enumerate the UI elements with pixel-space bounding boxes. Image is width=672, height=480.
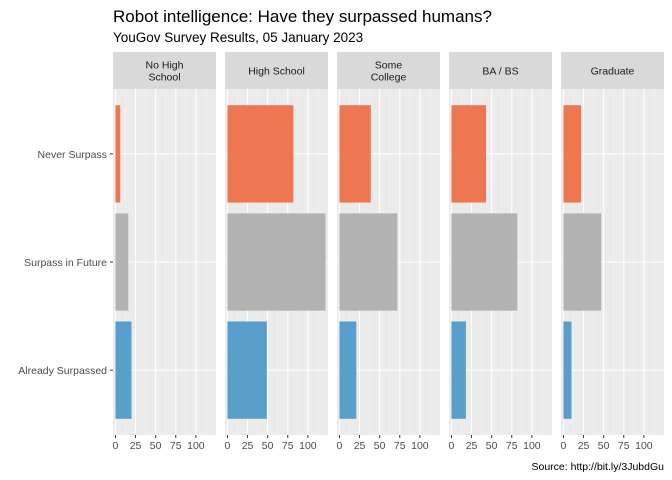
- x-tick-label: 100: [187, 440, 205, 452]
- x-tick-label: 0: [560, 440, 566, 452]
- facet-high-school: High School 0 25 50 75 100: [224, 52, 328, 452]
- category-axis: Never Surpass Surpass in Future Already Su…: [18, 149, 113, 377]
- x-tick-label: 25: [578, 440, 590, 452]
- facet-strip: [449, 52, 552, 89]
- x-tick-label: 100: [635, 440, 653, 452]
- facet-strip: [225, 52, 328, 89]
- bar-already-surpassed: [451, 321, 466, 419]
- bar-never-surpass: [563, 105, 582, 203]
- x-tick-label: 0: [336, 440, 342, 452]
- category-label-surpass-in-future: Surpass in Future: [24, 257, 107, 269]
- bar-never-surpass: [115, 105, 121, 203]
- x-tick-label: 50: [262, 440, 274, 452]
- bar-already-surpassed: [339, 321, 357, 419]
- facet-strip-label: Graduate: [591, 66, 635, 78]
- x-tick-label: 50: [486, 440, 498, 452]
- x-tick-label: 75: [506, 440, 518, 452]
- category-label-never-surpass: Never Surpass: [38, 149, 107, 161]
- x-tick-label: 75: [394, 440, 406, 452]
- bar-surpass-in-future: [115, 213, 129, 311]
- chart-title: Robot intelligence: Have they surpassed …: [113, 7, 492, 26]
- x-tick-label: 0: [448, 440, 454, 452]
- facet-strip-label: School: [148, 72, 180, 84]
- x-tick-label: 100: [299, 440, 317, 452]
- x-tick-label: 75: [618, 440, 630, 452]
- facet-strip-label: College: [371, 72, 407, 84]
- bar-never-surpass: [227, 105, 294, 203]
- x-tick-label: 75: [170, 440, 182, 452]
- facet-strip-label: High School: [248, 66, 305, 78]
- x-tick-label: 75: [282, 440, 294, 452]
- x-tick-label: 0: [112, 440, 118, 452]
- bar-already-surpassed: [563, 321, 572, 419]
- bar-surpass-in-future: [451, 213, 518, 311]
- facet-ba-bs: BA / BS 0 25 50 75 100: [448, 52, 552, 452]
- chart-caption: Source: http://bit.ly/3JubdGu: [532, 461, 665, 473]
- chart-subtitle: YouGov Survey Results, 05 January 2023: [113, 30, 363, 45]
- x-tick-label: 25: [354, 440, 366, 452]
- x-tick-label: 25: [130, 440, 142, 452]
- bar-already-surpassed: [115, 321, 132, 419]
- x-tick-label: 50: [598, 440, 610, 452]
- facet-strip-label: BA / BS: [482, 66, 518, 78]
- bar-never-surpass: [451, 105, 487, 203]
- x-tick-label: 100: [523, 440, 541, 452]
- bar-surpass-in-future: [563, 213, 602, 311]
- x-tick-label: 50: [374, 440, 386, 452]
- x-tick-label: 100: [411, 440, 429, 452]
- facet-strip-label: Some: [375, 60, 403, 72]
- bar-never-surpass: [339, 105, 371, 203]
- facet-graduate: Graduate 0 25 50 75 100: [560, 52, 664, 452]
- bar-surpass-in-future: [339, 213, 398, 311]
- facet-strip: [113, 52, 216, 89]
- category-label-already-surpassed: Already Surpassed: [18, 365, 107, 377]
- x-tick-label: 50: [150, 440, 162, 452]
- facet-strip: [337, 52, 440, 89]
- facet-strip-label: No High: [146, 60, 184, 72]
- x-tick-label: 25: [242, 440, 254, 452]
- x-tick-label: 0: [224, 440, 230, 452]
- bar-already-surpassed: [227, 321, 267, 419]
- x-tick-label: 25: [466, 440, 478, 452]
- bar-surpass-in-future: [227, 213, 326, 311]
- facet-strip: [561, 52, 664, 89]
